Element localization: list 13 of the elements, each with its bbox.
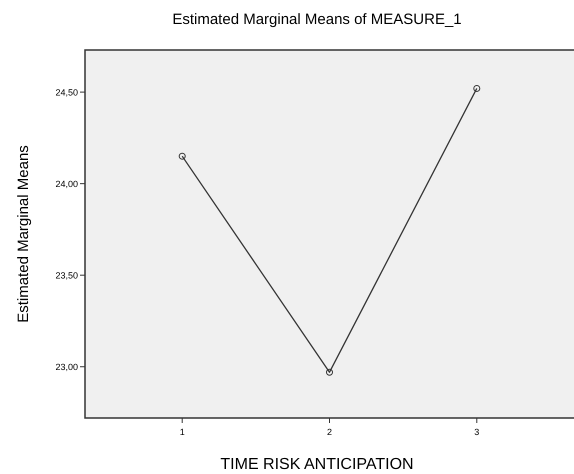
- x-axis-title: TIME RISK ANTICIPATION: [220, 456, 414, 473]
- x-tick-label: 1: [180, 427, 185, 437]
- y-tick-label: 23,00: [55, 362, 78, 372]
- point: [178, 152, 186, 160]
- y-axis-title: Estimated Marginal Means: [15, 145, 32, 323]
- point: [326, 368, 333, 376]
- y-tick-label: 24,00: [55, 178, 78, 189]
- x-tick-label: 2: [326, 427, 332, 437]
- point: [473, 84, 480, 92]
- y-tick-label: 24,50: [55, 87, 78, 98]
- y-tick-label: 23,50: [55, 270, 78, 280]
- chart-title: Estimated Marginal Means of MEASURE_1: [172, 11, 462, 28]
- x-tick-label: 3: [474, 427, 480, 437]
